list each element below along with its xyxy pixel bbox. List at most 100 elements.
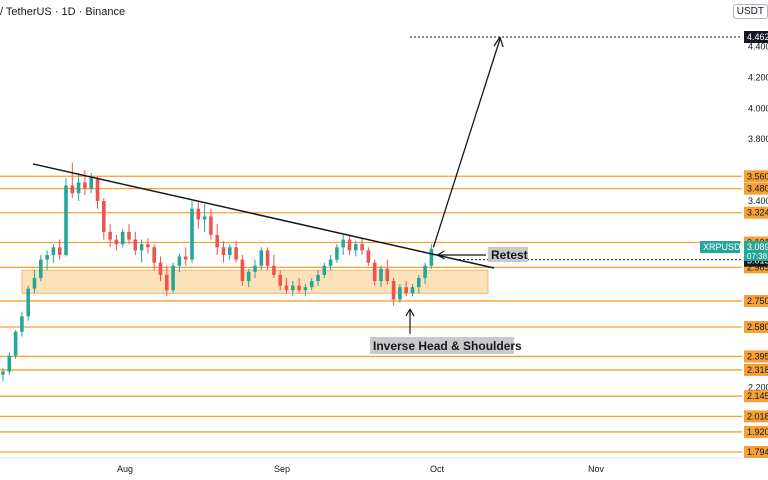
candle-body [26, 288, 30, 317]
countdown-label: 07:38 [747, 252, 768, 261]
x-tick-label: Oct [430, 464, 445, 474]
retest-label: Retest [491, 248, 528, 262]
level-badge-label: 2.018 [747, 411, 768, 421]
level-badge-label: 3.324 [747, 208, 768, 218]
level-badge [744, 363, 768, 376]
level-badge [744, 182, 768, 195]
level-badge-label: 3.480 [747, 184, 768, 194]
candle-body [291, 285, 295, 291]
x-axis: Aug Sep Oct Nov [0, 457, 742, 474]
candle-body [366, 250, 371, 263]
candle-body [228, 247, 232, 255]
last-price-label: 3.089 [747, 242, 768, 252]
candle-body [391, 281, 396, 300]
descending-trendline [32, 163, 495, 269]
price-axis-badges: 3.5603.4803.3243.1312.9692.7502.5802.395… [700, 31, 768, 458]
candle-body [209, 216, 213, 235]
candle-body [246, 271, 251, 282]
level-badge [744, 425, 768, 438]
pattern-label: Inverse Head & Shoulders [373, 339, 522, 353]
level-badge [744, 350, 768, 363]
retest-arrow [437, 250, 486, 260]
candle-body [284, 285, 289, 291]
candle-body [13, 331, 18, 356]
candle-body [20, 316, 24, 332]
candle-body [127, 231, 131, 240]
candle-body [108, 231, 112, 240]
candle-body [39, 259, 43, 278]
candle-body [253, 265, 257, 272]
candle-body [429, 248, 434, 266]
currency-selector[interactable]: USDT [732, 4, 768, 19]
x-tick-label: Sep [274, 464, 290, 474]
candle-body [347, 239, 352, 251]
candles-layer [1, 162, 434, 382]
pattern-label-box [370, 337, 514, 354]
levels-layer [0, 175, 742, 453]
candle-body [341, 239, 345, 248]
y-axis: 4.400 4.200 4.000 3.800 3.400 2.200 [748, 42, 768, 393]
level-badge-label: 2.580 [747, 322, 768, 332]
candle-body [354, 244, 358, 251]
candle-body [32, 277, 37, 289]
candle-body [95, 177, 100, 201]
candle-body [372, 262, 377, 282]
x-tick-label: Aug [117, 464, 133, 474]
y-tick-label: 3.800 [748, 134, 768, 144]
level-badge-label: 2.318 [747, 365, 768, 375]
candle-body [152, 247, 156, 263]
level-badge-label: 2.969 [747, 262, 768, 272]
candle-body [183, 256, 188, 260]
candle-body [45, 254, 49, 260]
level-badge-label: 2.750 [747, 296, 768, 306]
target-badge-label: 4.462 [747, 32, 768, 42]
level-badge [744, 321, 768, 333]
level-badge [744, 446, 768, 458]
candle-body [234, 247, 238, 260]
candle-body [146, 244, 150, 248]
symbol-badge-label: XRPUSDT [703, 242, 747, 252]
level-badge-label: 1.920 [747, 427, 768, 437]
candle-body [379, 268, 383, 282]
candle-body [70, 185, 75, 194]
projection-arrowhead [493, 36, 504, 48]
chart-title: / TetherUS · 1D · Binance [0, 6, 126, 18]
candle-body [51, 247, 56, 255]
candle-body [89, 177, 93, 189]
y-tick-label: 4.000 [748, 103, 768, 113]
candle-body [410, 287, 415, 294]
candle-body [272, 265, 276, 275]
candle-body [133, 239, 138, 251]
candle-body [158, 262, 163, 275]
retest-label-box [488, 246, 528, 262]
level-badge [744, 294, 768, 307]
retest-arrowhead [437, 250, 445, 260]
candle-body [57, 247, 62, 255]
candle-body [215, 234, 219, 248]
pattern-arrowhead [405, 308, 415, 317]
candle-body [1, 371, 5, 375]
level-badge [744, 206, 768, 219]
level-badge-label: 3.560 [747, 171, 768, 181]
candle-body [297, 285, 301, 291]
projection-line [432, 38, 501, 248]
candle-body [139, 244, 144, 251]
candle-body [240, 259, 245, 282]
candle-body [316, 274, 320, 282]
candle-body [423, 265, 427, 278]
candle-body [398, 287, 402, 300]
candle-body [335, 247, 339, 260]
candle-body [265, 250, 270, 266]
candle-body [404, 287, 408, 294]
candle-body [7, 355, 12, 372]
x-tick-label: Nov [588, 464, 605, 474]
last-price-badge [744, 241, 768, 261]
target-badge [744, 31, 768, 43]
level-badge [744, 410, 768, 423]
candle-body [303, 287, 308, 291]
candle-body [385, 268, 390, 282]
y-tick-label: 2.200 [748, 382, 768, 392]
candle-body [190, 208, 194, 260]
candle-body [221, 247, 226, 255]
